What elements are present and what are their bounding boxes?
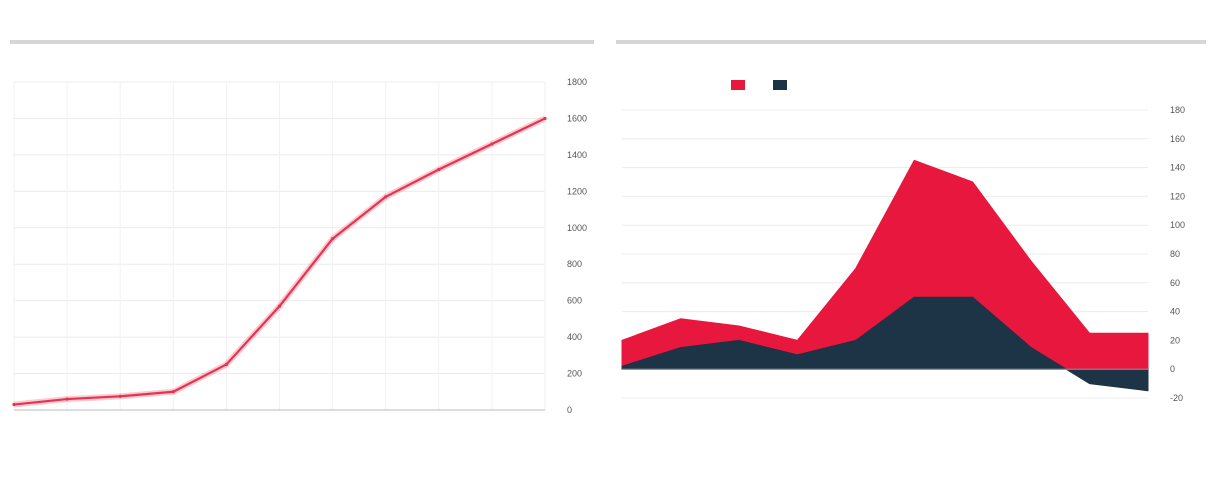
right-y-tick-label: 0 <box>1170 364 1175 374</box>
right-chart-legend <box>731 80 793 90</box>
left-y-tick-label: 1000 <box>567 223 587 233</box>
left-series-point <box>437 167 441 172</box>
right-chart-panel: 180 160 140 120 100 80 60 40 20 0 -20 <box>606 0 1212 477</box>
left-series-point <box>118 394 122 398</box>
right-y-tick-label: 60 <box>1170 278 1180 288</box>
legend-item-0 <box>731 80 751 90</box>
left-series-point <box>171 390 175 394</box>
right-series-area-1 <box>621 296 1149 392</box>
left-y-tick-label: 1400 <box>567 150 587 160</box>
left-series-point <box>12 402 16 407</box>
left-y-tick-label: 1600 <box>567 113 587 123</box>
legend-swatch-0 <box>731 80 745 90</box>
left-series-point <box>543 116 547 121</box>
legend-item-1 <box>773 80 793 90</box>
right-y-tick-label: 40 <box>1170 307 1180 317</box>
right-area-chart: 180 160 140 120 100 80 60 40 20 0 -20 <box>621 105 1185 403</box>
right-y-tick-label: 120 <box>1170 191 1185 201</box>
right-y-tick-label: 160 <box>1170 134 1185 144</box>
right-y-tick-label: 140 <box>1170 163 1185 173</box>
left-line-chart: 1800 1600 1400 1200 1000 800 600 400 200 0 <box>12 77 587 415</box>
left-series-point <box>277 304 282 308</box>
left-series-point <box>65 397 69 401</box>
left-y-tick-label: 1800 <box>567 77 587 87</box>
legend-swatch-1 <box>773 80 787 90</box>
right-y-tick-label: 20 <box>1170 335 1180 345</box>
right-y-tick-label: 80 <box>1170 249 1180 259</box>
right-y-tick-label: -20 <box>1170 393 1183 403</box>
left-y-tick-label: 800 <box>567 259 582 269</box>
left-series-point <box>331 237 335 241</box>
left-y-tick-label: 600 <box>567 296 582 306</box>
left-chart-panel: 1800 1600 1400 1200 1000 800 600 400 200 0 <box>0 0 600 477</box>
left-y-tick-label: 200 <box>567 369 582 379</box>
left-chart-title-rule <box>10 40 594 44</box>
left-y-tick-label: 0 <box>567 405 572 415</box>
left-series-point <box>384 195 388 199</box>
left-series-point <box>490 142 494 146</box>
right-chart-title-rule <box>616 40 1206 44</box>
left-y-tick-label: 1200 <box>567 186 587 196</box>
left-y-tick-label: 400 <box>567 332 582 342</box>
left-series-point <box>224 362 228 367</box>
right-series-area-0 <box>621 159 1149 370</box>
right-y-tick-label: 180 <box>1170 105 1185 115</box>
right-y-tick-label: 100 <box>1170 220 1185 230</box>
